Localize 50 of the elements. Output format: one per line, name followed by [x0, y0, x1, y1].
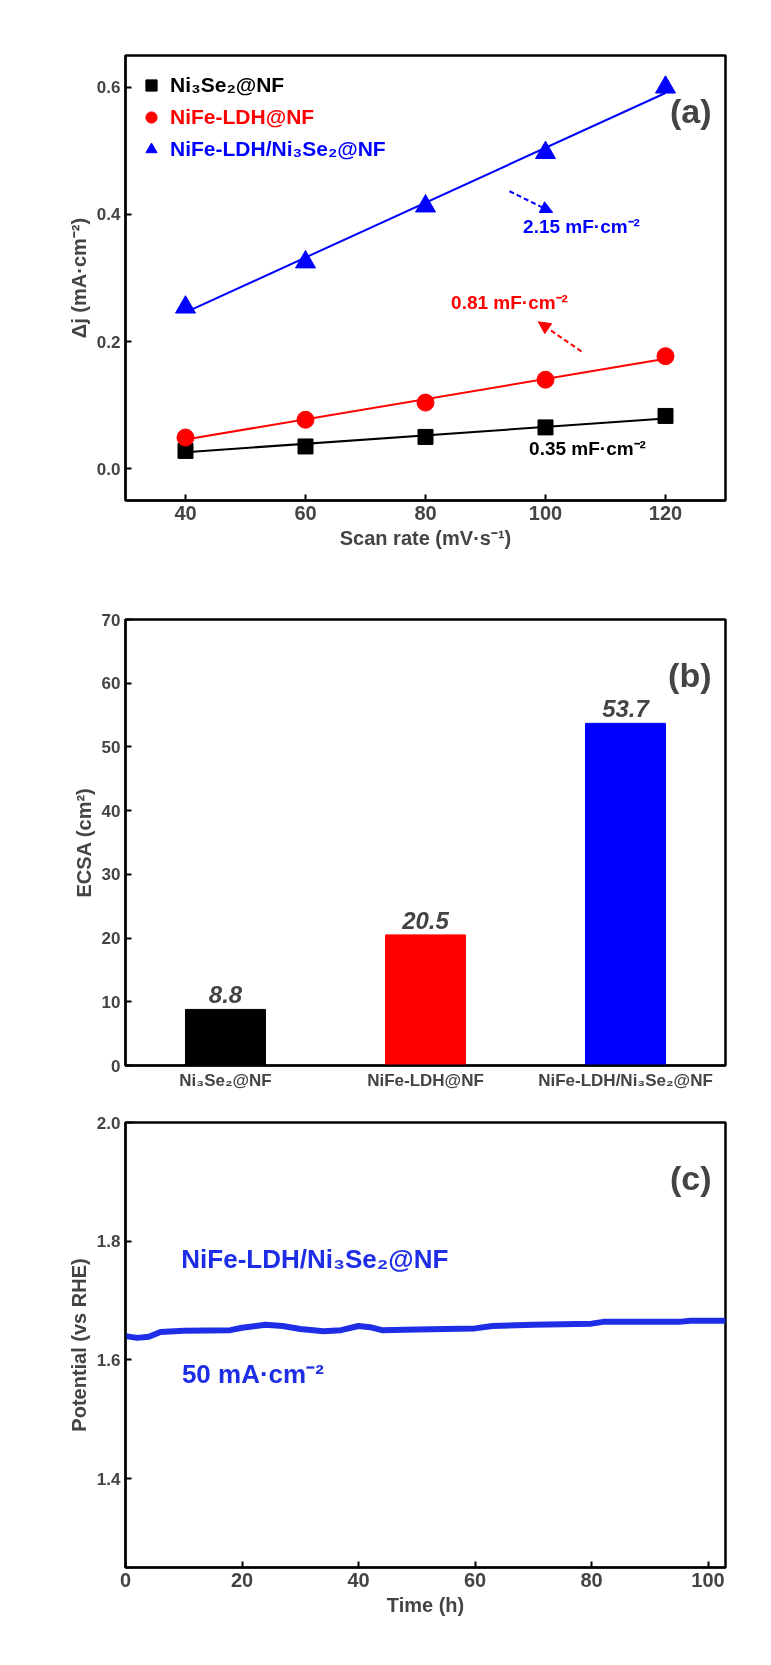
- x-tick-label: 100: [691, 1568, 725, 1591]
- y-tick-label: 10: [101, 992, 121, 1012]
- legend-label: Ni₃Se₂@NF: [170, 73, 285, 97]
- bar: [585, 722, 666, 1066]
- x-axis-title: Scan rate (mV·s⁻¹): [339, 526, 512, 549]
- y-axis-title: ECSA (cm²): [72, 788, 95, 898]
- annotation: 2.15 mF·cm⁻²: [523, 216, 640, 238]
- y-tick-label: 20: [101, 929, 121, 949]
- y-axis-title: Δj (mA·cm⁻²): [67, 217, 90, 339]
- annotation: (c): [669, 1158, 712, 1197]
- y-tick-label: 0: [111, 1056, 121, 1076]
- x-axis-title: Time (h): [386, 1593, 465, 1616]
- y-tick-label: 0.0: [96, 459, 121, 479]
- y-tick-label: 1.4: [96, 1469, 122, 1489]
- text: NiFe-LDH/Ni₃Se₂@NF: [181, 1243, 449, 1274]
- annotation: 0.35 mF·cm⁻²: [529, 438, 646, 460]
- y-tick-label: 0.4: [96, 205, 122, 225]
- data-label: 53.7: [602, 695, 651, 723]
- x-tick-label: 120: [648, 501, 683, 524]
- x-tick-label: 60: [294, 501, 317, 524]
- annotation: (a): [669, 91, 712, 130]
- y-tick-label: 60: [101, 674, 121, 694]
- legend-label: NiFe-LDH/Ni₃Se₂@NF: [170, 137, 386, 161]
- x-tick-label: NiFe-LDH@NF: [367, 1070, 484, 1090]
- y-tick-label: 50: [101, 737, 121, 757]
- annotation: 50 mA·cm⁻²: [181, 1359, 325, 1390]
- x-tick-label: NiFe-LDH/Ni₃Se₂@NF: [538, 1070, 713, 1090]
- x-tick-label: 20: [230, 1568, 254, 1591]
- y-tick-label: 40: [101, 801, 121, 821]
- y-tick-label: 30: [101, 865, 121, 885]
- data-label: 20.5: [401, 906, 450, 934]
- y-tick-label: 1.6: [96, 1350, 121, 1370]
- x-tick-label: 40: [347, 1568, 370, 1591]
- x-tick-label: 100: [528, 501, 563, 524]
- y-tick-label: 1.8: [96, 1232, 121, 1252]
- y-axis-title: Potential (vs RHE): [67, 1258, 90, 1432]
- y-tick-label: 0.6: [96, 78, 121, 98]
- data-label: 8.8: [208, 981, 243, 1009]
- x-tick-label: 80: [414, 501, 437, 524]
- x-tick-label: 80: [580, 1568, 603, 1591]
- x-tick-label: 60: [463, 1568, 487, 1591]
- x-tick-label: Ni₃Se₂@NF: [179, 1070, 272, 1090]
- annotation: 0.81 mF·cm⁻²: [451, 291, 568, 313]
- y-tick-label: 2.0: [96, 1113, 121, 1133]
- annotation: (b): [668, 655, 712, 694]
- legend-label: NiFe-LDH@NF: [170, 105, 315, 129]
- y-tick-label: 0.2: [96, 332, 121, 352]
- x-tick-label: 40: [174, 501, 197, 524]
- bar: [385, 934, 466, 1066]
- y-tick-label: 70: [101, 610, 121, 630]
